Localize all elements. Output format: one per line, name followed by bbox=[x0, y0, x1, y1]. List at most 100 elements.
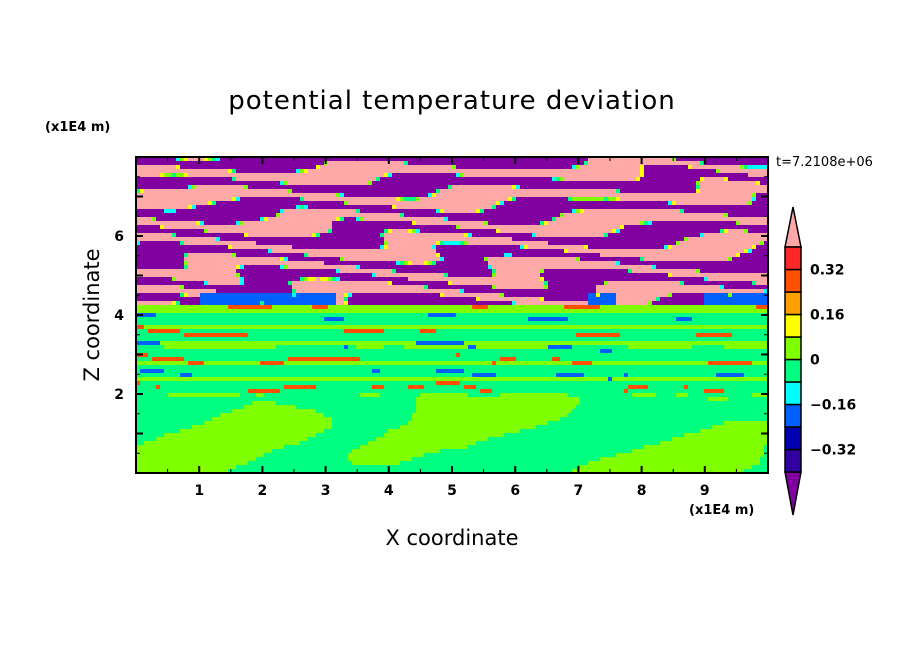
field-cell bbox=[660, 269, 665, 274]
field-cell bbox=[288, 269, 293, 274]
field-cell bbox=[604, 257, 609, 262]
field-cell bbox=[256, 253, 261, 258]
field-cell bbox=[616, 233, 621, 238]
field-cell bbox=[536, 221, 541, 226]
field-cell bbox=[232, 157, 237, 162]
field-cell bbox=[264, 257, 269, 262]
field-cell bbox=[696, 213, 701, 218]
field-cell bbox=[648, 277, 653, 282]
field-cell bbox=[176, 161, 181, 166]
field-cell bbox=[724, 177, 729, 182]
field-cell bbox=[324, 273, 329, 278]
field-cell bbox=[144, 197, 149, 202]
field-cell bbox=[680, 229, 685, 234]
field-cell bbox=[520, 185, 525, 190]
chart-title: potential temperature deviation bbox=[228, 86, 676, 116]
field-cell bbox=[468, 265, 473, 270]
field-cell bbox=[540, 169, 545, 174]
field-cell bbox=[276, 229, 281, 234]
field-cell bbox=[340, 197, 345, 202]
field-cell bbox=[200, 233, 205, 238]
field-cell bbox=[168, 261, 173, 266]
field-cell bbox=[664, 165, 669, 170]
field-cell bbox=[700, 193, 705, 198]
field-cell bbox=[428, 197, 433, 202]
field-cell bbox=[148, 261, 153, 266]
field-cell bbox=[456, 241, 461, 246]
field-cell bbox=[348, 213, 353, 218]
field-cell bbox=[312, 181, 317, 186]
field-cell bbox=[192, 177, 197, 182]
field-cell bbox=[280, 233, 285, 238]
field-cell bbox=[168, 269, 173, 274]
field-cell bbox=[368, 181, 373, 186]
field-cell bbox=[692, 205, 697, 210]
field-cell bbox=[336, 217, 341, 222]
field-cell bbox=[164, 257, 169, 262]
field-cell bbox=[248, 169, 253, 174]
field-cell bbox=[284, 217, 289, 222]
field-cell bbox=[140, 245, 145, 250]
field-cell bbox=[256, 165, 261, 170]
field-cell bbox=[228, 161, 233, 166]
field-cell bbox=[380, 245, 385, 250]
field-cell bbox=[424, 157, 429, 162]
field-cell bbox=[532, 201, 537, 206]
field-cell bbox=[340, 261, 345, 266]
field-cell bbox=[456, 161, 461, 166]
field-cell bbox=[352, 229, 357, 234]
field-cell bbox=[344, 193, 349, 198]
field-cell bbox=[376, 257, 381, 262]
field-cell bbox=[480, 169, 485, 174]
field-cell bbox=[564, 277, 569, 282]
field-cell bbox=[540, 181, 545, 186]
field-cell bbox=[152, 281, 157, 286]
field-cell bbox=[208, 233, 213, 238]
field-cell bbox=[272, 273, 277, 278]
field-cell bbox=[632, 157, 637, 162]
field-cell bbox=[260, 189, 265, 194]
field-cell bbox=[504, 225, 509, 230]
field-cell bbox=[160, 225, 165, 230]
field-cell bbox=[644, 237, 649, 242]
field-cell bbox=[616, 197, 621, 202]
field-cell bbox=[148, 233, 153, 238]
field-cell bbox=[592, 225, 597, 230]
field-cell bbox=[368, 177, 373, 182]
field-cell bbox=[276, 165, 281, 170]
field-cell bbox=[500, 185, 505, 190]
field-cell bbox=[344, 245, 349, 250]
field-cell bbox=[612, 205, 617, 210]
field-cell bbox=[628, 209, 633, 214]
field-cell bbox=[748, 213, 753, 218]
field-cell bbox=[548, 273, 553, 278]
field-cell bbox=[316, 209, 321, 214]
field-cell bbox=[492, 209, 497, 214]
field-cell bbox=[400, 229, 405, 234]
field-cell bbox=[284, 281, 289, 286]
field-cell bbox=[688, 249, 693, 254]
field-cell bbox=[560, 157, 565, 162]
field-cell bbox=[300, 173, 305, 178]
field-cell bbox=[172, 265, 177, 270]
field-cell bbox=[540, 197, 545, 202]
field-cell bbox=[736, 201, 741, 206]
field-cell bbox=[568, 181, 573, 186]
field-cell bbox=[524, 181, 529, 186]
field-cell bbox=[696, 257, 701, 262]
field-cell bbox=[180, 177, 185, 182]
field-cell bbox=[156, 245, 161, 250]
field-cell bbox=[644, 233, 649, 238]
field-cell bbox=[320, 217, 325, 222]
field-cell bbox=[192, 185, 197, 190]
field-cell bbox=[476, 201, 481, 206]
field-cell bbox=[664, 213, 669, 218]
field-cell bbox=[528, 213, 533, 218]
field-cell bbox=[444, 169, 449, 174]
field-cell bbox=[240, 237, 245, 242]
field-cell bbox=[644, 225, 649, 230]
field-cell bbox=[404, 225, 409, 230]
field-cell bbox=[576, 169, 581, 174]
field-cell bbox=[152, 169, 157, 174]
field-cell bbox=[392, 269, 397, 274]
